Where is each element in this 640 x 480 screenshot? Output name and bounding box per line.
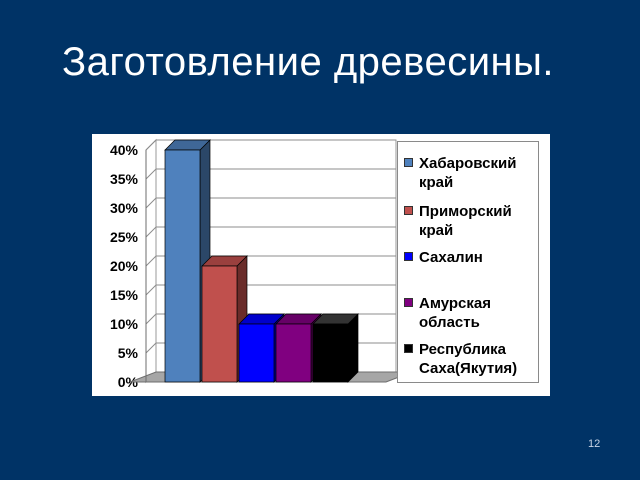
gridline (145, 197, 396, 209)
bar-5 (312, 323, 349, 383)
y-tick-label: 25% (110, 229, 139, 245)
legend-item: Сахалин (404, 248, 537, 267)
gridline (145, 226, 396, 238)
legend-swatch (404, 206, 413, 215)
y-tick-label: 0% (118, 374, 139, 390)
y-tick-label: 10% (110, 316, 139, 332)
bar-chart: 0% 5% 10% 15% 20% 25% 30% 35% 40% (110, 138, 413, 390)
bar-4 (275, 323, 312, 383)
legend-label: Республика Саха(Якутия) (419, 341, 518, 377)
legend-label: Сахалин (419, 249, 483, 266)
legend-label: Хабаровский край (419, 155, 517, 191)
slide-title: Заготовление древесины. (62, 40, 554, 84)
bar-1 (164, 149, 201, 383)
legend-swatch (404, 252, 413, 261)
y-tick-label: 20% (110, 258, 139, 274)
legend-label: Амурская область (419, 295, 491, 331)
gridline (145, 255, 396, 267)
y-tick-label: 35% (110, 171, 139, 187)
legend-swatch (404, 344, 413, 353)
gridline (145, 168, 396, 180)
page-number: 12 (588, 438, 601, 450)
y-tick-label: 40% (110, 142, 139, 158)
gridline (145, 284, 396, 296)
chart-legend: Хабаровский край Приморский край Сахалин Ам… (397, 141, 539, 383)
legend-item: Республика Саха(Якутия) (404, 340, 537, 378)
legend-label: Приморский край (419, 203, 512, 239)
bar-2 (201, 265, 238, 383)
bar-side (347, 313, 359, 383)
bar-3 (238, 323, 275, 383)
y-tick-label: 5% (118, 345, 139, 361)
legend-item: Приморский край (404, 202, 537, 240)
legend-swatch (404, 158, 413, 167)
y-tick-label: 30% (110, 200, 139, 216)
legend-item: Амурская область (404, 294, 537, 332)
gridline (145, 139, 396, 151)
legend-item: Хабаровский край (404, 154, 537, 192)
legend-swatch (404, 298, 413, 307)
y-tick-label: 15% (110, 287, 139, 303)
